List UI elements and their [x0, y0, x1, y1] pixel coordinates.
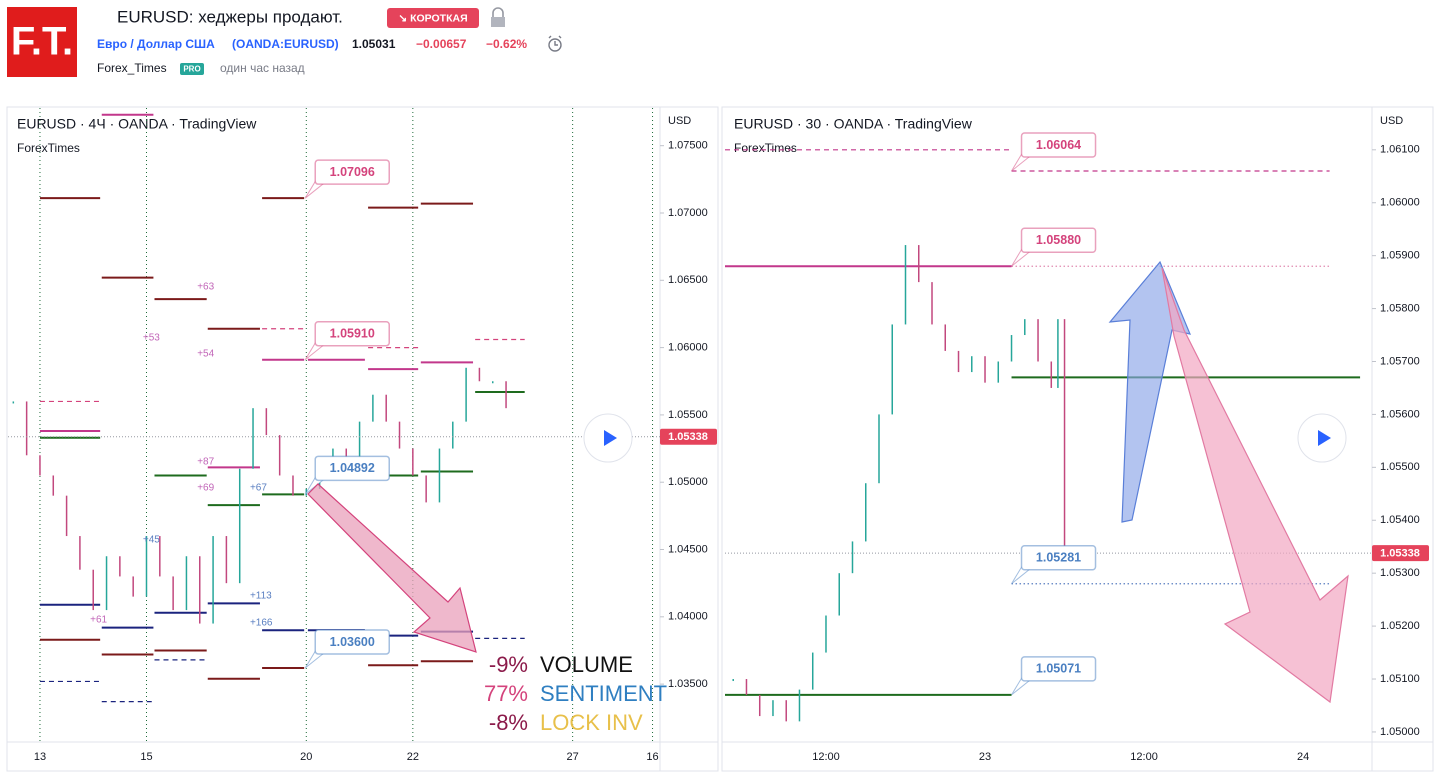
current-price-tag [660, 428, 717, 445]
stat-label: LOCK INV [540, 710, 643, 735]
indicator-name: ForexTimes [734, 141, 797, 155]
annotation: +67 [250, 483, 267, 494]
y-tick-label: 1.06100 [1380, 144, 1420, 156]
x-tick-label: 15 [140, 751, 152, 763]
indicator-name: ForexTimes [17, 141, 80, 155]
callout-label: 1.06064 [1036, 138, 1081, 152]
play-button[interactable] [1297, 413, 1347, 463]
callout-label: 1.04892 [330, 461, 375, 475]
y-tick-label: 1.05400 [1380, 514, 1420, 526]
axis-title: USD [1380, 115, 1403, 127]
author[interactable]: Forex_Times [97, 61, 167, 75]
x-tick-label: 16 [646, 751, 658, 763]
annotation: +166 [250, 618, 273, 629]
annotation: +87 [197, 457, 214, 468]
callout-label: 1.05281 [1036, 551, 1081, 565]
callout-box [314, 159, 390, 185]
watermark: EURUSD · 4Ч · OANDA · TradingView [17, 116, 257, 132]
idea-title: EURUSD: хеджеры продают. [117, 7, 343, 26]
callout-label: 1.05071 [1036, 662, 1081, 676]
current-price-label: 1.05338 [668, 431, 708, 443]
annotation: +113 [250, 591, 272, 602]
logo-text: F.T. [11, 20, 73, 64]
callout-box [1020, 227, 1097, 253]
pro-badge-bg [180, 63, 204, 75]
x-tick-label: 27 [567, 751, 579, 763]
badge-bg [387, 8, 479, 28]
x-tick-label: 12:00 [812, 751, 840, 763]
y-tick-label: 1.04500 [668, 543, 708, 555]
symbol-code[interactable]: (OANDA:EURUSD) [232, 37, 339, 51]
logo[interactable] [7, 7, 77, 77]
y-tick-label: 1.03500 [668, 678, 708, 690]
callout-box [314, 320, 390, 347]
current-price-label: 1.05338 [1380, 547, 1420, 559]
stat-value: -8% [489, 710, 528, 735]
annotation: +54 [197, 348, 214, 359]
callout-label: 1.07096 [330, 165, 375, 179]
x-tick-label: 23 [979, 751, 991, 763]
stat-value: 77% [484, 681, 528, 706]
annotation: +45 [143, 535, 160, 546]
time-ago: один час назад [220, 61, 305, 75]
y-tick-label: 1.05900 [1380, 250, 1420, 262]
y-tick-label: 1.05300 [1380, 567, 1420, 579]
y-tick-label: 1.05000 [1380, 726, 1420, 738]
callout-box [1020, 656, 1097, 682]
callout-box [1020, 545, 1097, 571]
y-tick-label: 1.06000 [668, 342, 708, 354]
symbol-name[interactable]: Евро / Доллар США [97, 37, 215, 51]
arrow-down [307, 483, 477, 653]
stat-value: -9% [489, 652, 528, 677]
arrow-up [1108, 260, 1191, 523]
x-tick-label: 13 [34, 751, 46, 763]
axis-title: USD [668, 115, 691, 127]
annotation: +61 [90, 615, 107, 626]
play-button[interactable] [583, 413, 633, 463]
annotation: +63 [197, 281, 214, 292]
callout-label: 1.03600 [330, 635, 375, 649]
callout-label: 1.05880 [1036, 233, 1081, 247]
y-tick-label: 1.04000 [668, 611, 708, 623]
callout-box [314, 455, 390, 482]
badge: ↘ КОРОТКАЯ [398, 12, 467, 24]
y-tick-label: 1.05500 [1380, 461, 1420, 473]
price-change: −0.00657 [416, 37, 467, 51]
pro-badge: PRO [183, 65, 200, 74]
current-price-tag [1372, 545, 1429, 562]
y-tick-label: 1.05600 [1380, 408, 1420, 420]
y-tick-label: 1.05200 [1380, 620, 1420, 632]
callout-label: 1.05910 [330, 327, 375, 341]
callout-box [314, 629, 390, 655]
y-tick-label: 1.05000 [668, 476, 708, 488]
y-tick-label: 1.07000 [668, 207, 708, 219]
y-tick-label: 1.06000 [1380, 197, 1420, 209]
annotation: +53 [143, 333, 160, 344]
y-tick-label: 1.05100 [1380, 673, 1420, 685]
alarm-icon[interactable] [548, 35, 562, 52]
price-change-pct: −0.62% [486, 37, 527, 51]
x-tick-label: 22 [407, 751, 419, 763]
y-tick-label: 1.05500 [668, 409, 708, 421]
y-tick-label: 1.05700 [1380, 355, 1420, 367]
annotation: +69 [197, 483, 214, 494]
arrow-down [1161, 267, 1349, 704]
y-tick-label: 1.06500 [668, 274, 708, 286]
lock-icon [491, 7, 505, 27]
y-tick-label: 1.07500 [668, 140, 708, 152]
drawings [307, 260, 1349, 704]
callout-box [1020, 132, 1097, 158]
y-tick-label: 1.05800 [1380, 302, 1420, 314]
stat-label: VOLUME [540, 652, 633, 677]
watermark: EURUSD · 30 · OANDA · TradingView [734, 116, 973, 132]
price: 1.05031 [352, 37, 396, 51]
x-tick-label: 24 [1297, 751, 1309, 763]
header: F.T. EURUSD: хеджеры продают. ↘ КОРОТКАЯ… [7, 7, 562, 77]
stat-label: SENTIMENT [540, 681, 667, 706]
x-tick-label: 12:00 [1130, 751, 1158, 763]
x-tick-label: 20 [300, 751, 312, 763]
